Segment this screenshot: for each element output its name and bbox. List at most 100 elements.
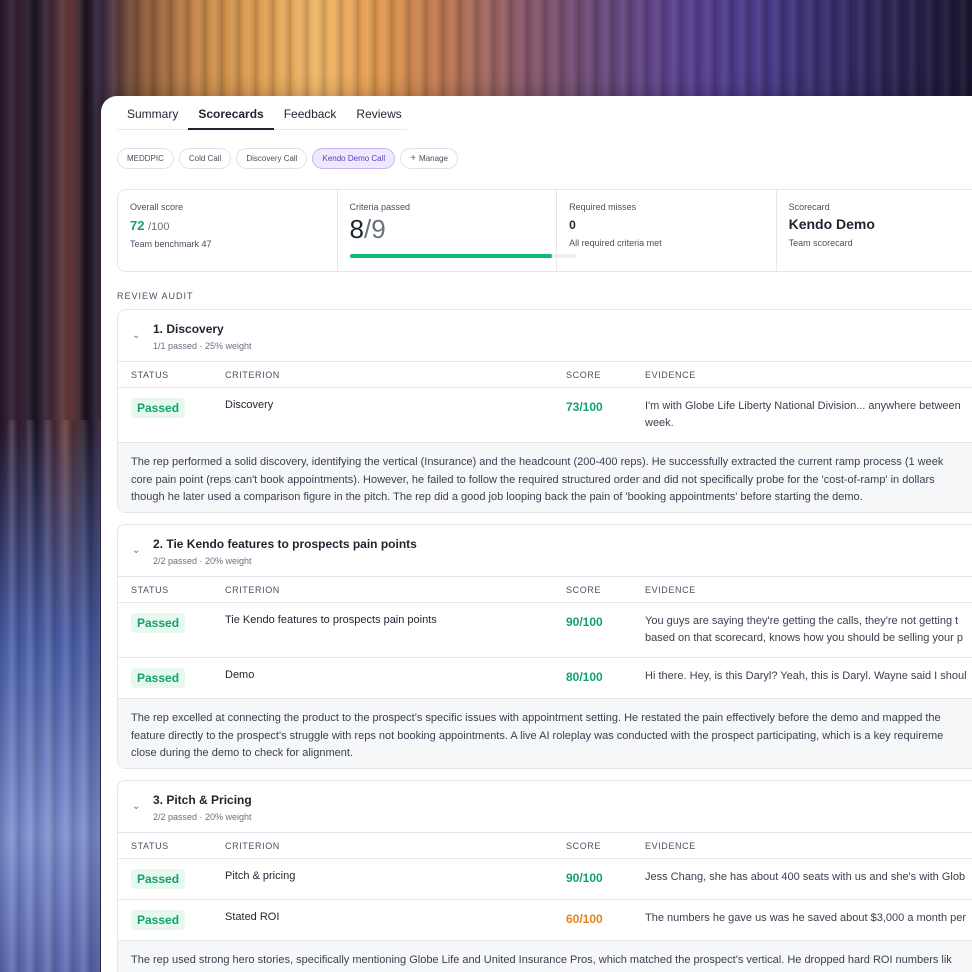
evidence-text: The numbers he gave us was he saved abou… [645, 912, 967, 924]
criterion-score: 90/100 [566, 871, 603, 885]
summary-line: core pain point (reps can't book appoint… [131, 473, 935, 486]
stat-label: Criteria passed [349, 202, 411, 212]
criteria-count: 8/9 [350, 214, 545, 245]
section-meta: 2/2 passed · 20% weight [153, 556, 252, 566]
overall-denom: /100 [148, 221, 170, 233]
evidence-text: You guys are saying they're getting the … [645, 613, 972, 647]
required-misses-value: 0 [569, 218, 576, 232]
summary-line: The rep excelled at connecting the produ… [131, 712, 941, 724]
audit-section: ⌄ 1. Discovery 1/1 passed · 25% weight S… [117, 309, 972, 513]
criterion-name: Demo [225, 669, 255, 681]
tab-bar: Summary Scorecards Feedback Reviews [117, 96, 407, 130]
review-audit-heading: REVIEW AUDIT [117, 291, 194, 301]
summary-line: feature directly to the prospect's strug… [131, 729, 944, 742]
summary-line: The rep performed a solid discovery, ide… [131, 456, 944, 468]
col-criterion: CRITERION [225, 841, 280, 851]
table-header: STATUS CRITERION SCORE EVIDENCE [118, 577, 972, 603]
stat-overall: Overall score 72 /100 Team benchmark 47 [118, 190, 338, 271]
plus-icon: + [410, 153, 417, 164]
chevron-down-icon[interactable]: ⌄ [132, 545, 141, 556]
col-criterion: CRITERION [225, 370, 280, 380]
chevron-down-icon[interactable]: ⌄ [132, 801, 141, 812]
evidence-line: week. [645, 417, 674, 429]
col-criterion: CRITERION [225, 585, 280, 595]
criteria-num: 8 [349, 214, 364, 244]
pill-discovery-call[interactable]: Discovery Call [236, 148, 308, 169]
table-row[interactable]: Passed Discovery 73/100 I'm with Globe L… [118, 388, 972, 443]
app-panel: Summary Scorecards Feedback Reviews MEDD… [101, 96, 972, 972]
pill-meddpic[interactable]: MEDDPIC [117, 148, 174, 169]
section-summary: The rep excelled at connecting the produ… [118, 699, 972, 768]
section-title: 2. Tie Kendo features to prospects pain … [153, 537, 417, 551]
col-status: STATUS [131, 841, 169, 851]
col-score: SCORE [566, 370, 602, 380]
table-row[interactable]: Passed Demo 80/100 Hi there. Hey, is thi… [118, 658, 972, 699]
stat-label: Overall score [130, 202, 184, 212]
evidence-text: I'm with Globe Life Liberty National Div… [645, 398, 972, 432]
col-score: SCORE [566, 841, 602, 851]
summary-line: though he later used a comparison figure… [131, 491, 863, 503]
section-title: 3. Pitch & Pricing [153, 793, 252, 807]
status-badge: Passed [131, 613, 186, 633]
col-evidence: EVIDENCE [645, 370, 696, 380]
chevron-down-icon[interactable]: ⌄ [132, 330, 141, 341]
stat-label: Scorecard [788, 202, 830, 212]
pill-kendo-demo-call[interactable]: Kendo Demo Call [312, 148, 396, 169]
stat-scorecard: Scorecard Kendo Demo Team scorecard [777, 190, 972, 271]
scorecard-sub: Team scorecard [788, 238, 853, 248]
section-meta: 2/2 passed · 20% weight [153, 812, 252, 822]
summary-line: The rep used strong hero stories, specif… [131, 954, 952, 966]
section-header[interactable]: ⌄ 3. Pitch & Pricing 2/2 passed · 20% we… [118, 781, 972, 833]
col-status: STATUS [131, 585, 169, 595]
scorecard-pills: MEDDPIC Cold Call Discovery Call Kendo D… [117, 148, 458, 169]
evidence-line: based on that scorecard, knows how you s… [645, 632, 963, 644]
audit-section: ⌄ 3. Pitch & Pricing 2/2 passed · 20% we… [117, 780, 972, 972]
stats-card: Overall score 72 /100 Team benchmark 47 … [117, 189, 972, 272]
audit-section: ⌄ 2. Tie Kendo features to prospects pai… [117, 524, 972, 769]
section-summary: The rep used strong hero stories, specif… [118, 941, 972, 972]
criterion-name: Tie Kendo features to prospects pain poi… [225, 614, 437, 626]
benchmark-text: Team benchmark 47 [130, 239, 212, 249]
evidence-text: Jess Chang, she has about 400 seats with… [645, 871, 966, 883]
status-badge: Passed [131, 910, 186, 930]
status-badge: Passed [131, 869, 186, 889]
evidence-line: You guys are saying they're getting the … [645, 615, 959, 627]
criterion-score: 80/100 [566, 670, 603, 684]
tab-scorecards[interactable]: Scorecards [188, 96, 275, 130]
section-header[interactable]: ⌄ 2. Tie Kendo features to prospects pai… [118, 525, 972, 577]
manage-label: Manage [419, 154, 448, 163]
status-badge: Passed [131, 398, 186, 418]
tab-feedback[interactable]: Feedback [283, 107, 337, 121]
required-sub: All required criteria met [569, 238, 662, 248]
table-header: STATUS CRITERION SCORE EVIDENCE [118, 362, 972, 388]
overall-score: 72 /100 [130, 218, 325, 233]
pill-cold-call[interactable]: Cold Call [178, 148, 232, 169]
manage-button[interactable]: + Manage [400, 148, 458, 169]
criterion-score: 90/100 [566, 615, 603, 629]
stat-criteria: Criteria passed 8/9 [338, 190, 577, 271]
overall-value: 72 [130, 218, 145, 233]
status-badge: Passed [131, 668, 186, 688]
criteria-den: /9 [364, 214, 386, 244]
table-row[interactable]: Passed Tie Kendo features to prospects p… [118, 603, 972, 658]
scorecard-name: Kendo Demo [788, 216, 875, 232]
criterion-score: 73/100 [566, 400, 603, 414]
background-art-lower [0, 420, 100, 972]
tab-summary[interactable]: Summary [127, 107, 179, 121]
criterion-name: Pitch & pricing [225, 870, 296, 882]
stat-label: Required misses [569, 202, 637, 212]
summary-line: close during the demo to check for align… [131, 747, 353, 759]
criterion-name: Discovery [225, 399, 274, 411]
evidence-text: Hi there. Hey, is this Daryl? Yeah, this… [645, 670, 967, 682]
stat-required: Required misses 0 All required criteria … [557, 190, 777, 271]
section-header[interactable]: ⌄ 1. Discovery 1/1 passed · 25% weight [118, 310, 972, 362]
table-row[interactable]: Passed Pitch & pricing 90/100 Jess Chang… [118, 859, 972, 900]
col-evidence: EVIDENCE [645, 841, 696, 851]
section-meta: 1/1 passed · 25% weight [153, 341, 252, 351]
section-summary: The rep performed a solid discovery, ide… [118, 443, 972, 512]
section-title: 1. Discovery [153, 322, 224, 336]
tab-reviews[interactable]: Reviews [356, 107, 402, 121]
col-evidence: EVIDENCE [645, 585, 696, 595]
table-row[interactable]: Passed Stated ROI 60/100 The numbers he … [118, 900, 972, 941]
evidence-line: I'm with Globe Life Liberty National Div… [645, 400, 961, 412]
